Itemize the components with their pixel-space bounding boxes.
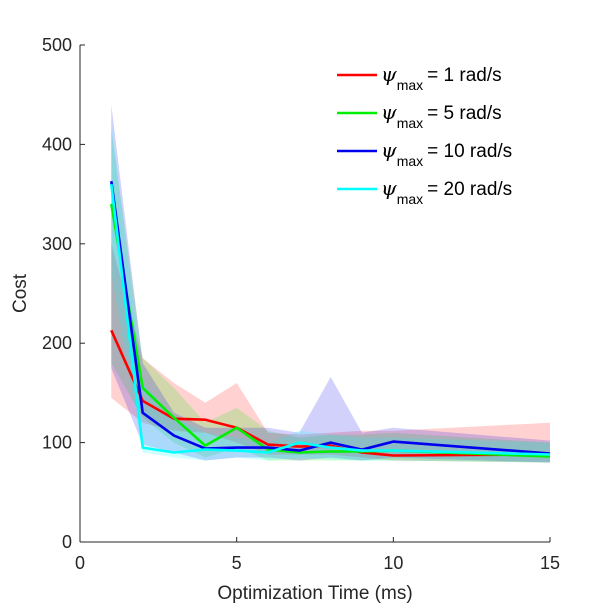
- legend-label: ψmax = 10 rad/s: [381, 138, 512, 169]
- x-tick-label: 15: [540, 553, 560, 573]
- legend: ψmax = 1 rad/s ψmax = 5 rad/s ψmax = 10 rad/s…: [337, 62, 512, 207]
- x-tick-label: 5: [232, 553, 242, 573]
- y-tick-label: 400: [42, 134, 72, 154]
- line-series-3: [110, 181, 551, 455]
- line-series-4: [110, 184, 551, 456]
- y-tick-label: 300: [42, 234, 72, 254]
- x-tick-label: 10: [383, 553, 403, 573]
- y-axis-label: Cost: [10, 273, 31, 313]
- band-series-1: [111, 243, 551, 463]
- legend-label: ψmax = 20 rad/s: [381, 176, 512, 207]
- y-tick-label: 100: [42, 433, 72, 453]
- legend-entry-3: ψmax = 10 rad/s: [337, 138, 512, 169]
- x-axis-label: Optimization Time (ms): [217, 583, 412, 604]
- x-tick-label: 0: [75, 553, 85, 573]
- y-tick-label: 0: [62, 532, 72, 552]
- y-tick-label: 200: [42, 333, 72, 353]
- legend-entry-2: ψmax = 5 rad/s: [337, 100, 502, 131]
- line-series-1: [110, 329, 551, 457]
- axes: 0 5 10 15 0 100 200 300 400 500 Optimization Time …: [10, 35, 560, 604]
- legend-label: ψmax = 1 rad/s: [381, 62, 502, 93]
- plot-area: [110, 104, 551, 463]
- legend-entry-1: ψmax = 1 rad/s: [337, 62, 502, 93]
- y-tick-label: 500: [42, 35, 72, 55]
- legend-entry-4: ψmax = 20 rad/s: [337, 176, 512, 207]
- band-series-4: [111, 119, 551, 463]
- band-series-3: [111, 104, 551, 463]
- legend-label: ψmax = 5 rad/s: [381, 100, 502, 131]
